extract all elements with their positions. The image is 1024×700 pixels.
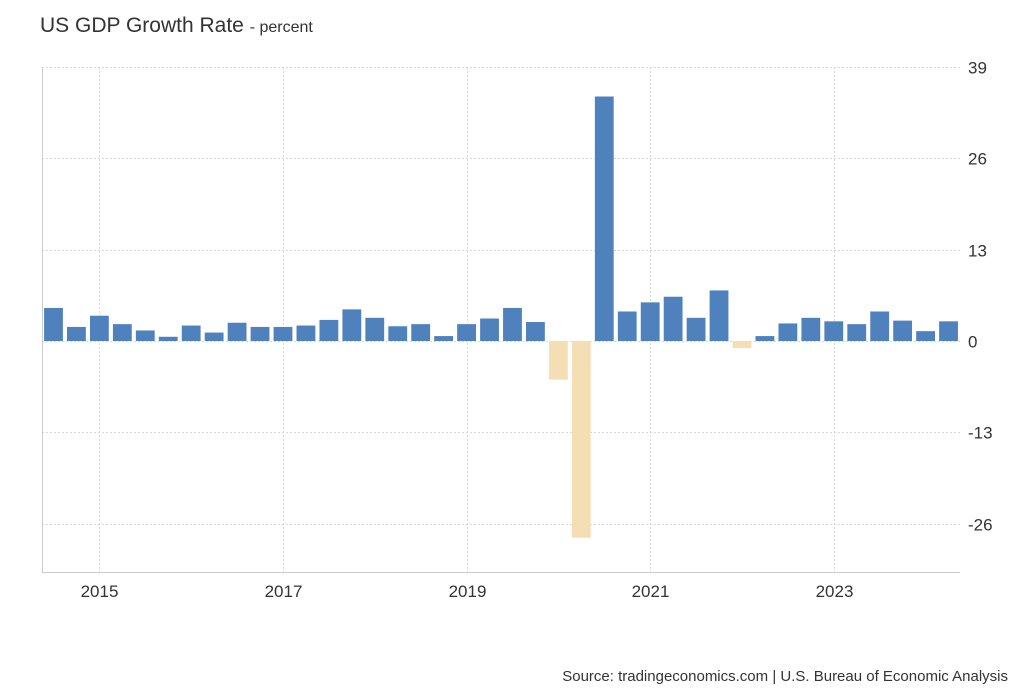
bar: 2020 Q3 xyxy=(594,96,614,341)
bar: 2017 Q2 xyxy=(296,325,316,341)
bar: 2024 Q1 xyxy=(916,331,935,341)
bar: 2020 Q4 xyxy=(617,311,637,341)
y-tick-label: 26 xyxy=(968,150,987,169)
bar: 2018 Q2 xyxy=(388,326,408,341)
bar: 2023 Q3 xyxy=(870,311,890,341)
bar: 2022 Q4 xyxy=(801,317,821,341)
bar: 2018 Q3 xyxy=(411,324,431,341)
bar: 2023 Q2 xyxy=(847,324,867,341)
y-tick-label: 39 xyxy=(968,59,987,78)
bar: 2016 Q2 xyxy=(204,332,224,341)
chart-title-block: US GDP Growth Rate - percent xyxy=(40,14,313,38)
bar: 2021 Q4 xyxy=(709,290,729,341)
y-tick-label: 13 xyxy=(968,242,987,261)
bar: 2016 Q1 xyxy=(181,325,201,341)
bar: 2018 Q4 xyxy=(434,336,454,341)
x-axis-ticks: 2015 2017 2019 2021 2023 xyxy=(81,582,854,601)
y-tick-label: 0 xyxy=(968,333,977,352)
bar: 2024 Q2 xyxy=(939,321,958,341)
bar: 2018 Q1 xyxy=(365,317,385,341)
bar: 2015 Q1 xyxy=(89,315,109,341)
bar-series: 2014 Q3 2014 Q42015 Q12015 Q22015 Q32015 … xyxy=(44,96,958,538)
bar: 2020 Q2 xyxy=(571,341,591,538)
bar: 2021 Q3 xyxy=(686,317,706,341)
chart-subtitle: - percent xyxy=(249,19,313,36)
bar: 2017 Q1 xyxy=(273,326,293,341)
y-tick-label: -26 xyxy=(968,516,993,535)
x-tick-label: 2021 xyxy=(632,582,670,601)
bar: 2022 Q1 xyxy=(732,341,752,349)
bar: 2020 Q1 xyxy=(548,341,568,380)
x-tick-label: 2015 xyxy=(81,582,119,601)
y-axis-ticks: 39 26 13 0 -13 -26 xyxy=(968,59,993,535)
grid-lines xyxy=(42,67,960,572)
source-note: Source: tradingeconomics.com | U.S. Bure… xyxy=(562,668,1008,685)
bar: 2015 Q4 xyxy=(158,336,178,341)
bar: 2021 Q1 xyxy=(640,302,660,341)
axes xyxy=(42,67,960,573)
bar: 2021 Q2 xyxy=(663,296,683,341)
bar: 2016 Q4 xyxy=(250,326,270,341)
bar: 2019 Q1 xyxy=(457,324,476,341)
bar: 2014 Q4 xyxy=(67,326,86,341)
x-tick-label: 2019 xyxy=(449,582,487,601)
bar: 2022 Q3 xyxy=(778,323,798,341)
bar: 2023 Q4 xyxy=(893,320,913,341)
bar: 2015 Q2 xyxy=(112,324,132,341)
bar: 2017 Q4 xyxy=(342,309,362,341)
y-tick-label: -13 xyxy=(968,424,993,443)
bar: 2016 Q3 xyxy=(227,322,247,341)
bar: 2023 Q1 xyxy=(824,321,844,341)
bar: 2014 Q3 xyxy=(44,307,63,341)
bar: 2019 Q3 xyxy=(503,307,522,341)
chart-title: US GDP Growth Rate xyxy=(40,14,244,37)
x-tick-label: 2017 xyxy=(265,582,303,601)
bar: 2015 Q3 xyxy=(135,330,155,341)
bar: 2019 Q4 xyxy=(526,322,545,341)
bar: 2022 Q2 xyxy=(755,336,775,341)
bar: 2019 Q2 xyxy=(480,318,499,341)
bar: 2017 Q3 xyxy=(319,319,339,341)
x-tick-label: 2023 xyxy=(816,582,854,601)
